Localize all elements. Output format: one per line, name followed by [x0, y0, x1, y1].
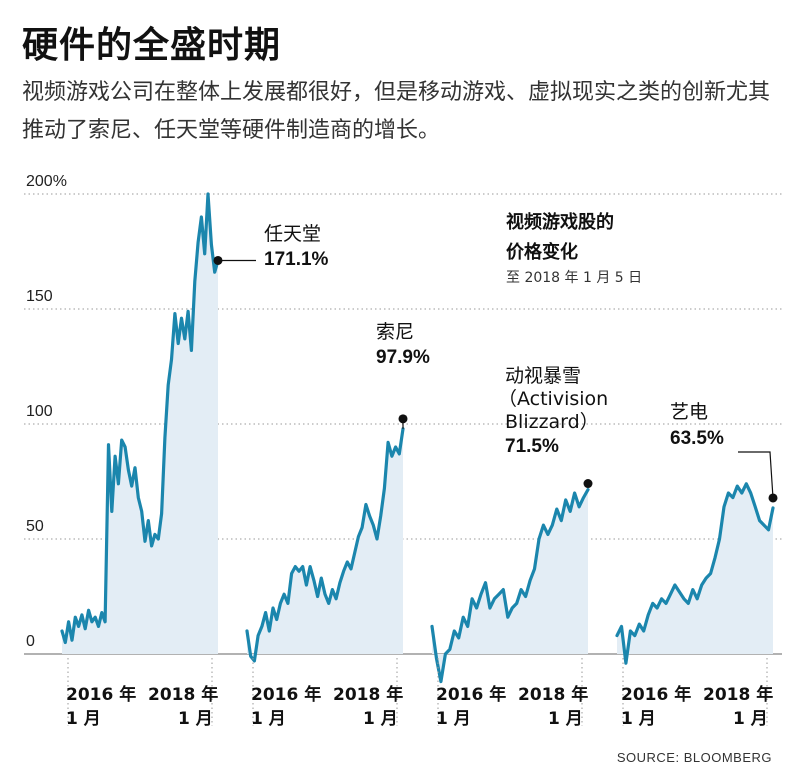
legend: 视频游戏股的 价格变化 至 2018 年 1 月 5 日	[506, 211, 642, 286]
y-tick-label: 150	[26, 288, 53, 305]
legend-title-line2: 价格变化	[506, 241, 578, 263]
x-tick-label-year: 2016 年	[621, 684, 691, 705]
x-tick-label-year: 2018 年	[518, 684, 588, 705]
y-tick-label: 200%	[26, 173, 67, 190]
end-dot-ea	[768, 493, 778, 503]
leader-line	[738, 451, 774, 498]
x-tick-label-month: 1 月	[621, 709, 656, 729]
chart-title: 硬件的全盛时期	[22, 25, 282, 66]
label-activision-name-line1: 动视暴雪	[505, 365, 581, 387]
end-dot-activision	[583, 479, 593, 489]
label-sony-name: 索尼	[376, 321, 414, 343]
y-tick-label: 0	[26, 633, 35, 650]
x-tick-label-year: 2018 年	[333, 684, 403, 705]
x-tick-label-year: 2018 年	[703, 684, 773, 705]
series-area-2	[432, 489, 588, 682]
x-tick-label-month: 1 月	[733, 709, 768, 729]
label-ea-value: 63.5%	[670, 428, 724, 449]
x-tick-label-year: 2016 年	[436, 684, 506, 705]
label-activision-name-line2: （Activision	[498, 388, 608, 410]
label-activision-value: 71.5%	[505, 436, 559, 457]
y-axis: 200% 150 100 50 0	[26, 173, 67, 650]
label-sony-value: 97.9%	[376, 347, 430, 368]
end-dot-sony	[398, 414, 408, 424]
series-line-0	[60, 192, 220, 645]
source-note: SOURCE: BLOOMBERG	[616, 750, 772, 765]
x-tick-label-month: 1 月	[66, 709, 101, 729]
series-line-2	[430, 488, 590, 684]
x-tick-label-year: 2016 年	[251, 684, 321, 705]
end-dot-nintendo	[213, 255, 223, 265]
y-tick-label: 50	[26, 518, 44, 535]
legend-title-line1: 视频游戏股的	[506, 211, 614, 233]
y-tick-label: 100	[26, 403, 53, 420]
series-area-0	[62, 194, 218, 654]
x-tick-label-month: 1 月	[548, 709, 583, 729]
label-nintendo-value: 171.1%	[264, 249, 329, 270]
series-line-3	[615, 482, 775, 665]
x-tick-label-month: 1 月	[178, 709, 213, 729]
x-tick-label-month: 1 月	[363, 709, 398, 729]
chart-subtitle: 视频游戏公司在整体上发展都很好，但是移动游戏、虚拟现实之类的创新尤其推动了索尼、…	[22, 80, 771, 143]
label-activision-name-line3: Blizzard）	[505, 411, 599, 433]
x-axis-labels: 2016 年 1 月 2018 年 1 月 2016 年 1 月 2018 年 1 月 2016…	[66, 658, 773, 729]
x-tick-label-month: 1 月	[436, 709, 471, 729]
legend-subtitle: 至 2018 年 1 月 5 日	[506, 270, 642, 286]
series-line-1	[245, 427, 405, 663]
series-annotations: 任天堂 171.1% 索尼 97.9% 动视暴雪 （Activision Bli…	[264, 223, 724, 457]
series-area-3	[617, 483, 773, 664]
x-tick-label-year: 2016 年	[66, 684, 136, 705]
chart-panels	[60, 192, 778, 684]
x-tick-label-month: 1 月	[251, 709, 286, 729]
x-tick-label-year: 2018 年	[148, 684, 218, 705]
label-ea-name: 艺电	[670, 401, 708, 423]
label-nintendo-name: 任天堂	[264, 223, 321, 245]
